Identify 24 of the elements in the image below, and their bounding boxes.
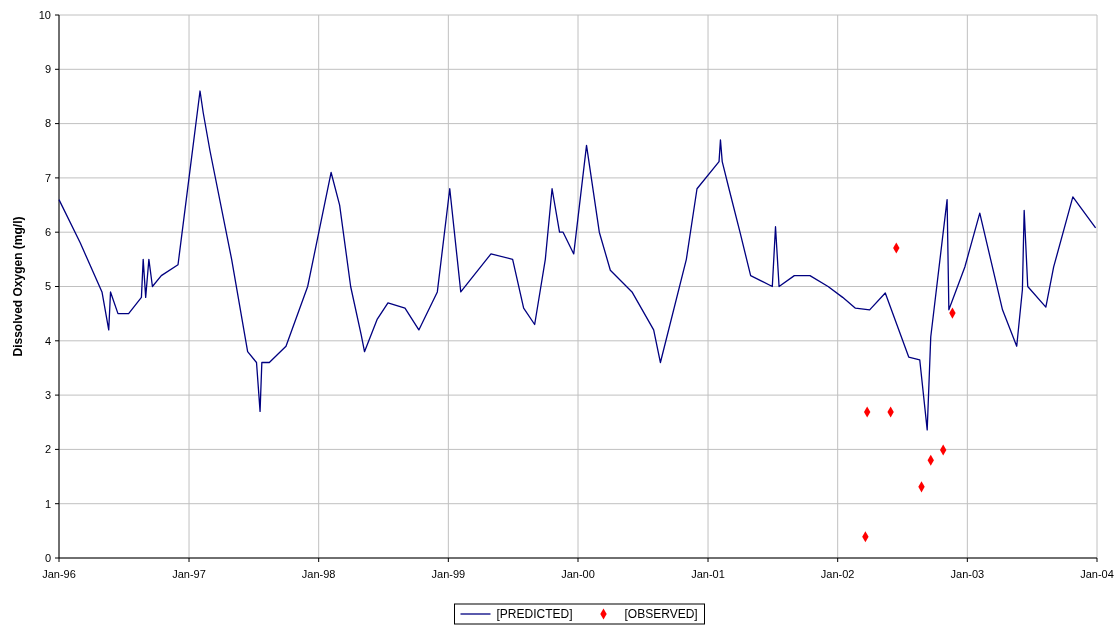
x-tick-label: Jan-99 [431,568,466,580]
y-tick-label: 10 [38,8,51,21]
x-tick-label: Jan-02 [820,568,855,580]
x-tick-label: Jan-00 [561,568,595,580]
y-tick-label: 5 [44,280,51,293]
y-tick-label: 0 [44,551,51,564]
y-tick-label: 2 [44,443,51,456]
y-tick-label: 4 [44,334,51,347]
y-tick-label: 9 [44,63,51,76]
x-tick-label: Jan-03 [950,568,985,580]
y-tick-label: 3 [44,388,51,401]
y-tick-label: 6 [44,226,51,239]
x-tick-label: Jan-96 [42,568,76,580]
x-tick-label: Jan-01 [691,568,725,580]
x-tick-label: Jan-98 [301,568,336,580]
x-tick-label: Jan-97 [172,568,206,580]
y-tick-label: 7 [44,171,51,184]
y-axis-title: Dissolved Oxygen (mg/l) [11,216,25,357]
line-series [58,90,1097,431]
legend-label: [OBSERVED] [624,607,698,622]
x-tick-label: Jan-04 [1080,568,1114,580]
y-tick-label: 1 [44,497,51,510]
y-tick-label: 8 [44,117,51,130]
legend-label: [PREDICTED] [496,607,573,622]
